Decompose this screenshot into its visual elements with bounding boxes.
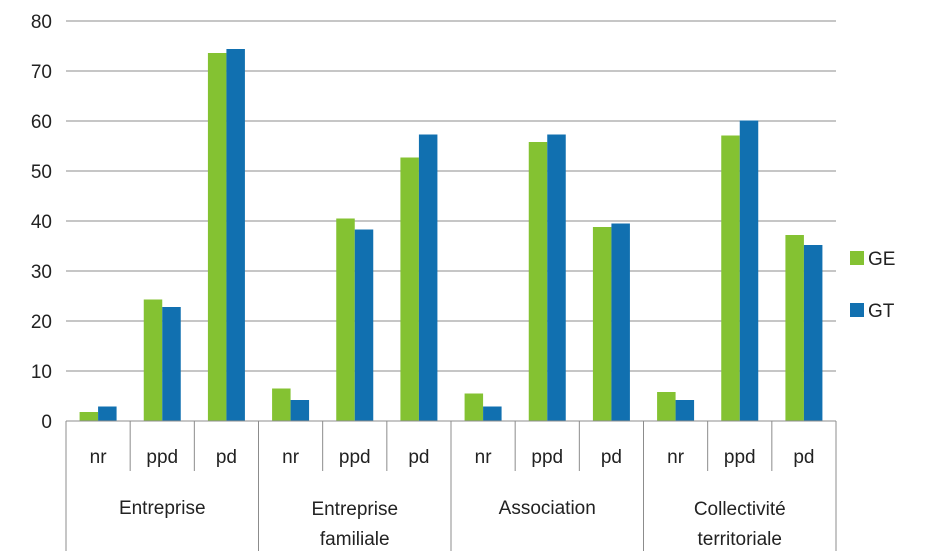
x-category-label-pd: pd: [793, 447, 814, 468]
bar-ge-association-pd: [592, 227, 612, 421]
bar-ge-association-ppd: [528, 142, 548, 421]
legend-label-gt: GT: [868, 301, 895, 322]
y-tick-label-50: 50: [31, 162, 52, 183]
x-group-label: Entreprise: [119, 498, 206, 519]
y-tick-label-30: 30: [31, 262, 52, 283]
y-tick-label-80: 80: [31, 12, 52, 33]
bar-gt-collectivit-territoriale-ppd: [739, 120, 759, 421]
y-tick-label-0: 0: [41, 412, 52, 433]
bar-gt-association-ppd: [547, 134, 566, 421]
bar-ge-collectivit-territoriale-nr: [657, 392, 676, 421]
legend-swatch-ge: [850, 251, 864, 265]
bar-gt-entreprise-ppd: [162, 307, 181, 421]
bar-ge-entreprise-ppd: [143, 299, 163, 421]
bar-gt-entreprise-pd: [226, 49, 245, 421]
axes: [65, 420, 837, 551]
bars: [79, 49, 823, 421]
x-category-label-nr: nr: [475, 447, 493, 468]
bar-ge-entreprise-familiale-pd: [400, 157, 419, 421]
x-axis-categories: nr ppd pd nr ppd pd nr ppd pd nr ppd pd Entreprise En…: [90, 447, 815, 550]
x-category-label-ppd: ppd: [339, 447, 371, 468]
bar-ge-collectivit-territoriale-ppd: [721, 135, 740, 421]
bar-ge-entreprise-familiale-nr: [272, 388, 291, 421]
x-category-label-pd: pd: [408, 447, 429, 468]
bar-ge-collectivit-territoriale-pd: [785, 235, 804, 421]
y-axis-ticks: 0 10 20 30 40 50 60 70 80: [31, 12, 52, 433]
bar-gt-collectivit-territoriale-pd: [803, 245, 823, 421]
gridlines: [66, 20, 836, 372]
bar-gt-entreprise-familiale-ppd: [354, 229, 374, 421]
x-group-label: Collectivité: [694, 499, 786, 520]
bar-gt-entreprise-familiale-pd: [418, 134, 438, 421]
bar-gt-association-nr: [483, 406, 502, 421]
y-tick-label-40: 40: [31, 212, 52, 233]
x-group-label: Entreprise: [311, 499, 398, 520]
y-tick-label-60: 60: [31, 112, 52, 133]
y-tick-label-70: 70: [31, 62, 52, 83]
legend: GE GT: [850, 249, 895, 322]
bar-ge-entreprise-familiale-ppd: [336, 218, 355, 421]
bar-gt-entreprise-nr: [98, 406, 117, 421]
x-category-label-pd: pd: [216, 447, 237, 468]
x-category-label-nr: nr: [282, 447, 300, 468]
bar-gt-entreprise-familiale-nr: [290, 400, 310, 421]
y-tick-label-20: 20: [31, 312, 52, 333]
bar-gt-association-pd: [611, 223, 630, 421]
x-group-label: familiale: [320, 529, 390, 550]
x-group-label: territoriale: [698, 529, 782, 550]
bar-gt-collectivit-territoriale-nr: [675, 400, 695, 421]
y-tick-label-10: 10: [31, 362, 52, 383]
legend-label-ge: GE: [868, 249, 895, 270]
bar-ge-entreprise-nr: [79, 412, 99, 421]
x-category-label-ppd: ppd: [146, 447, 178, 468]
x-category-label-ppd: ppd: [724, 447, 756, 468]
bar-ge-association-nr: [464, 393, 484, 421]
x-category-label-ppd: ppd: [531, 447, 563, 468]
x-category-label-nr: nr: [90, 447, 108, 468]
x-category-label-nr: nr: [667, 447, 685, 468]
x-group-label: Association: [499, 498, 596, 519]
legend-swatch-gt: [850, 303, 864, 317]
x-category-label-pd: pd: [601, 447, 622, 468]
bar-ge-entreprise-pd: [207, 53, 227, 421]
